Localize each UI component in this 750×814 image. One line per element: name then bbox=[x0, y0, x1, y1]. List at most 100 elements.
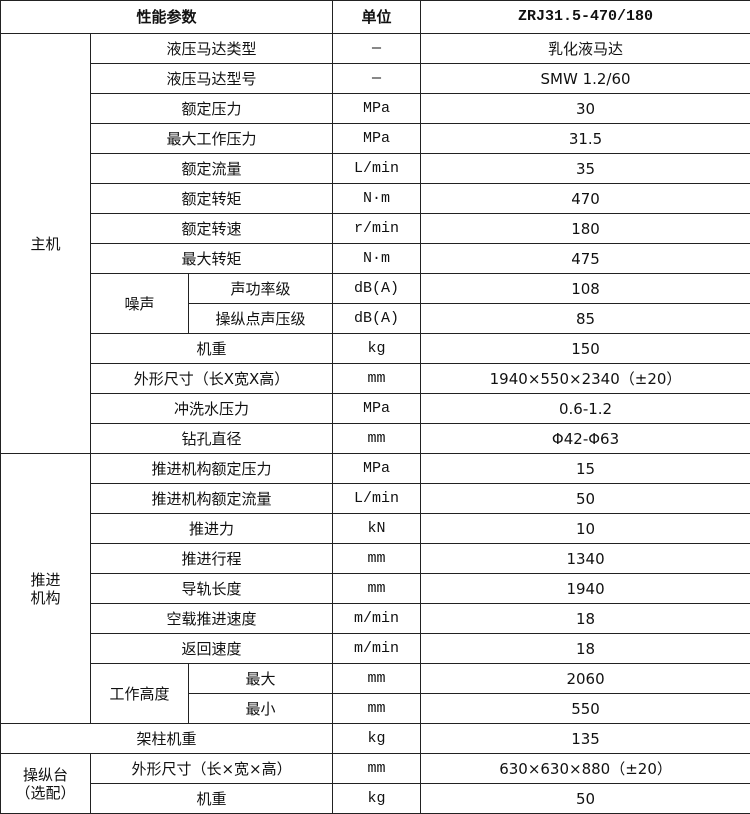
param-label: 空载推进速度 bbox=[91, 604, 333, 634]
unit-cell: dB(A) bbox=[333, 274, 421, 304]
unit-cell: kg bbox=[333, 724, 421, 754]
value-cell: 1940×550×2340（±20） bbox=[421, 364, 750, 394]
param-label: 推进机构额定压力 bbox=[91, 454, 333, 484]
value-cell: 15 bbox=[421, 454, 750, 484]
param-label: 最大工作压力 bbox=[91, 124, 333, 154]
value-cell: 108 bbox=[421, 274, 750, 304]
unit-cell: — bbox=[333, 64, 421, 94]
unit-cell: kN bbox=[333, 514, 421, 544]
value-cell: 10 bbox=[421, 514, 750, 544]
value-cell: 150 bbox=[421, 334, 750, 364]
section-label: 操纵台（选配） bbox=[1, 754, 91, 814]
unit-cell: L/min bbox=[333, 484, 421, 514]
value-cell: 18 bbox=[421, 604, 750, 634]
value-cell: 2060 bbox=[421, 664, 750, 694]
header-model: ZRJ31.5-470/180 bbox=[421, 1, 750, 34]
value-cell: 1340 bbox=[421, 544, 750, 574]
unit-cell: kg bbox=[333, 784, 421, 814]
value-cell: 1940 bbox=[421, 574, 750, 604]
unit-cell: mm bbox=[333, 544, 421, 574]
value-cell: 470 bbox=[421, 184, 750, 214]
unit-cell: MPa bbox=[333, 94, 421, 124]
unit-cell: N·m bbox=[333, 184, 421, 214]
value-cell: 50 bbox=[421, 484, 750, 514]
param-label: 最大 bbox=[189, 664, 333, 694]
param-label: 操纵点声压级 bbox=[189, 304, 333, 334]
value-cell: SMW 1.2/60 bbox=[421, 64, 750, 94]
param-label: 返回速度 bbox=[91, 634, 333, 664]
param-label: 液压马达类型 bbox=[91, 34, 333, 64]
header-row: 性能参数 单位 ZRJ31.5-470/180 bbox=[1, 1, 750, 34]
value-cell: 550 bbox=[421, 694, 750, 724]
unit-cell: mm bbox=[333, 424, 421, 454]
value-cell: 乳化液马达 bbox=[421, 34, 750, 64]
value-cell: 18 bbox=[421, 634, 750, 664]
param-label: 架柱机重 bbox=[1, 724, 333, 754]
unit-cell: MPa bbox=[333, 124, 421, 154]
param-label: 推进力 bbox=[91, 514, 333, 544]
unit-cell: dB(A) bbox=[333, 304, 421, 334]
section-label: 推进机构 bbox=[1, 454, 91, 724]
param-label: 导轨长度 bbox=[91, 574, 333, 604]
table-row: 主机液压马达类型—乳化液马达 bbox=[1, 34, 750, 64]
header-param: 性能参数 bbox=[1, 1, 333, 34]
param-label: 外形尺寸（长×宽×高） bbox=[91, 754, 333, 784]
param-label: 额定转速 bbox=[91, 214, 333, 244]
value-cell: 180 bbox=[421, 214, 750, 244]
param-label: 最大转矩 bbox=[91, 244, 333, 274]
unit-cell: r/min bbox=[333, 214, 421, 244]
value-cell: 85 bbox=[421, 304, 750, 334]
param-label: 机重 bbox=[91, 784, 333, 814]
param-label: 额定转矩 bbox=[91, 184, 333, 214]
param-label: 额定压力 bbox=[91, 94, 333, 124]
unit-cell: mm bbox=[333, 574, 421, 604]
param-label: 最小 bbox=[189, 694, 333, 724]
param-label: 钻孔直径 bbox=[91, 424, 333, 454]
value-cell: 630×630×880（±20） bbox=[421, 754, 750, 784]
param-label: 推进机构额定流量 bbox=[91, 484, 333, 514]
unit-cell: mm bbox=[333, 694, 421, 724]
value-cell: 475 bbox=[421, 244, 750, 274]
unit-cell: mm bbox=[333, 754, 421, 784]
unit-cell: mm bbox=[333, 664, 421, 694]
unit-cell: — bbox=[333, 34, 421, 64]
value-cell: Φ42-Φ63 bbox=[421, 424, 750, 454]
param-label: 机重 bbox=[91, 334, 333, 364]
value-cell: 0.6-1.2 bbox=[421, 394, 750, 424]
value-cell: 30 bbox=[421, 94, 750, 124]
param-label: 推进行程 bbox=[91, 544, 333, 574]
param-label: 声功率级 bbox=[189, 274, 333, 304]
param-label: 外形尺寸（长X宽X高） bbox=[91, 364, 333, 394]
param-label: 冲洗水压力 bbox=[91, 394, 333, 424]
header-unit: 单位 bbox=[333, 1, 421, 34]
unit-cell: L/min bbox=[333, 154, 421, 184]
section-label: 主机 bbox=[1, 34, 91, 454]
value-cell: 35 bbox=[421, 154, 750, 184]
value-cell: 135 bbox=[421, 724, 750, 754]
param-label: 额定流量 bbox=[91, 154, 333, 184]
